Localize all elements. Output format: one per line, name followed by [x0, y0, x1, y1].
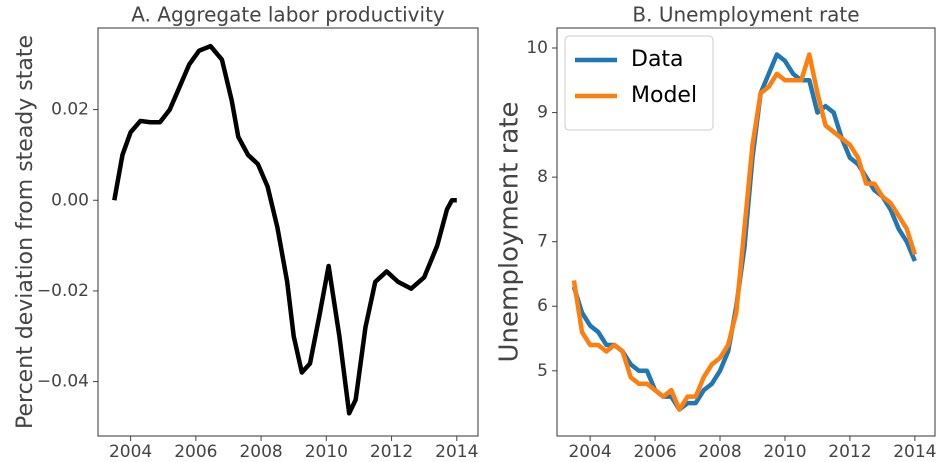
y-tick-label: −0.04 — [37, 372, 89, 392]
x-tick-label: 2006 — [633, 442, 676, 462]
legend-label: Model — [631, 83, 697, 108]
x-tick-label: 2014 — [435, 442, 478, 462]
plot-frame — [556, 27, 936, 437]
y-tick-label: 9 — [537, 103, 548, 123]
y-axis-label: Unemployment rate — [495, 102, 525, 363]
y-tick-label: 0.00 — [51, 190, 89, 210]
legend-label: Data — [631, 47, 684, 72]
line — [112, 43, 457, 416]
y-axis-label: Percent deviation from steady state — [13, 35, 38, 429]
y-tick-label: 6 — [537, 296, 548, 316]
y-tick-label: 0.02 — [51, 100, 89, 120]
chart-title: A. Aggregate labor productivity — [131, 3, 445, 27]
line — [571, 52, 918, 412]
x-tick-label: 2008 — [239, 442, 282, 462]
x-tick-label: 2012 — [370, 442, 413, 462]
x-tick-label: 2010 — [763, 442, 806, 462]
x-tick-label: 2008 — [698, 442, 741, 462]
y-tick-label: 8 — [537, 167, 548, 187]
x-tick-label: 2004 — [109, 442, 152, 462]
x-tick-label: 2014 — [893, 442, 936, 462]
y-tick-label: 5 — [537, 361, 548, 381]
y-tick-label: −0.02 — [37, 281, 89, 301]
y-tick-label: 10 — [526, 38, 548, 58]
y-tick-label: 7 — [537, 232, 548, 252]
x-tick-label: 2010 — [305, 442, 348, 462]
x-tick-label: 2006 — [174, 442, 217, 462]
x-tick-label: 2012 — [828, 442, 871, 462]
chart-title: B. Unemployment rate — [632, 3, 859, 27]
plot-frame — [97, 27, 479, 437]
x-tick-label: 2004 — [568, 442, 611, 462]
